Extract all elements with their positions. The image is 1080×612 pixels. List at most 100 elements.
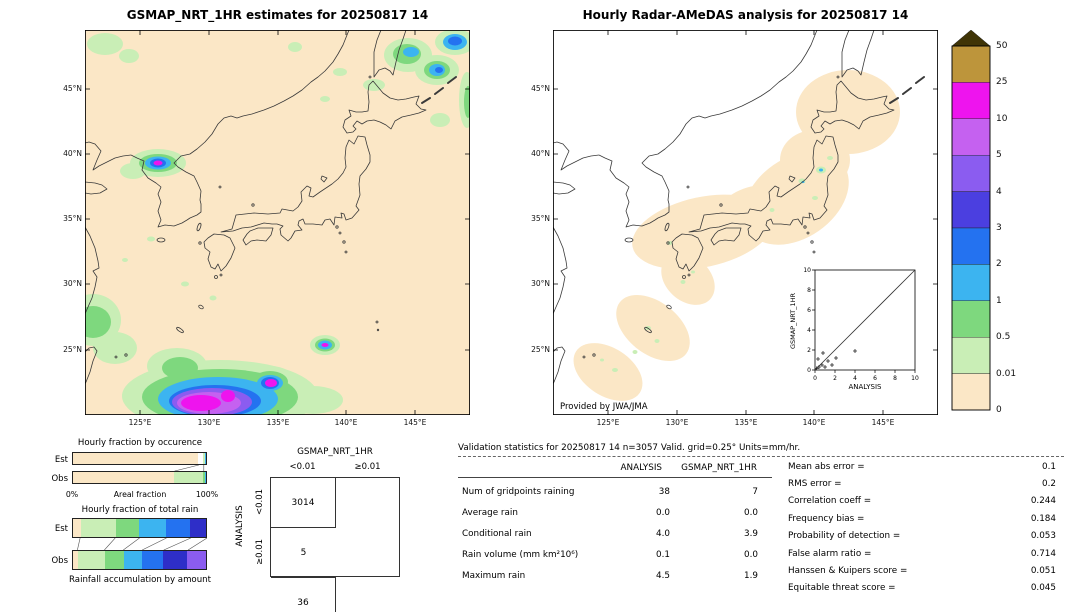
bar-segment	[123, 551, 143, 569]
radar-amedas-map: 0 2 4 6 8 10 0 2 4 6 8 10 GSMAP_NRT_1HR ANALYS…	[553, 30, 938, 415]
svg-text:0: 0	[813, 375, 817, 382]
occurrence-fan-lines	[174, 465, 205, 471]
lon-tick-label: 125°E	[596, 418, 620, 427]
colorbar-label: 25	[996, 77, 1008, 87]
bar-segment	[73, 472, 175, 483]
lon-tick-label: 135°E	[734, 418, 758, 427]
metric-label: Hanssen & Kuipers score =	[788, 566, 908, 577]
inset-ylabel: GSMAP_NRT_1HR	[789, 292, 797, 349]
metric-value: 0.1	[1042, 461, 1056, 472]
metric-label: Mean abs error =	[788, 461, 865, 472]
est-occurrence-bar	[72, 452, 207, 465]
bar-segment	[198, 453, 203, 464]
svg-text:2: 2	[807, 347, 811, 354]
stats-row-label: Rain volume (mm km²10⁶)	[462, 549, 579, 560]
metric-label: RMS error =	[788, 479, 842, 490]
colorbar-label: 10	[996, 114, 1008, 124]
stats-gsmap-value: 0.0	[744, 507, 758, 518]
stats-row: Rain volume (mm km²10⁶) 0.1 0.0	[462, 544, 758, 565]
right-map-title: Hourly Radar-AMeDAS analysis for 2025081…	[582, 8, 909, 22]
bar-segment	[78, 551, 105, 569]
stats-row-label: Conditional rain	[462, 528, 532, 539]
obs-row-label: Obs	[51, 556, 68, 566]
lon-tick-label: 125°E	[128, 418, 152, 427]
metric-row: Probability of detection = 0.053	[788, 528, 1056, 545]
obs-row-label: Obs	[51, 474, 68, 484]
lat-tick-label: 45°N	[63, 84, 82, 93]
credit-text: Provided by JWA/JMA	[560, 402, 648, 412]
bar-segment	[104, 551, 124, 569]
metric-row: Mean abs error = 0.1	[788, 458, 1056, 475]
bar-segment	[166, 519, 191, 537]
metric-row: False alarm ratio = 0.714	[788, 545, 1056, 562]
contingency-cell: 36	[271, 578, 336, 612]
metric-row: Frequency bias = 0.184	[788, 510, 1056, 527]
lat-tick-label: 40°N	[63, 149, 82, 158]
metric-label: Equitable threat score =	[788, 583, 896, 594]
contingency-row-label: <0.01	[255, 488, 265, 516]
lat-tick-label: 35°N	[63, 214, 82, 223]
est-row-label: Est	[54, 455, 68, 465]
metric-value: 0.053	[1030, 531, 1056, 542]
totalrain-chart-caption: Rainfall accumulation by amount	[69, 575, 211, 585]
bar-segment	[80, 519, 116, 537]
inset-xlabel: ANALYSIS	[848, 383, 882, 391]
colorbar-label: 1	[996, 296, 1002, 306]
metric-row: Equitable threat score = 0.045	[788, 580, 1056, 597]
totalrain-chart-title: Hourly fraction of total rain	[81, 505, 199, 515]
colorbar-label: 5	[996, 150, 1002, 160]
analysis-rain-specks	[600, 156, 833, 372]
map-frame	[85, 30, 470, 415]
svg-text:8: 8	[807, 287, 811, 294]
bar-segment	[115, 519, 140, 537]
lon-tick-label: 130°E	[197, 418, 221, 427]
stats-analysis-value: 4.0	[656, 528, 670, 539]
stats-col-gsmap: GSMAP_NRT_1HR	[681, 463, 757, 473]
metric-label: Frequency bias =	[788, 513, 865, 524]
gsmap-estimate-map	[85, 30, 470, 415]
lon-tick-label: 140°E	[334, 418, 358, 427]
lon-tick-label: 130°E	[665, 418, 689, 427]
rain-rate-colorbar	[951, 30, 991, 411]
coastlines	[85, 30, 457, 385]
metric-row: Correlation coeff = 0.244	[788, 493, 1056, 510]
metric-row: RMS error = 0.2	[788, 475, 1056, 492]
est-totalrain-bar	[72, 518, 207, 538]
lat-tick-label: 25°N	[531, 345, 550, 354]
lon-tick-label: 135°E	[266, 418, 290, 427]
contingency-row-label: ≥0.01	[255, 538, 265, 566]
contingency-cell: 5	[271, 528, 336, 578]
stats-header-rule	[458, 477, 772, 478]
stats-gsmap-value: 3.9	[744, 528, 758, 539]
contingency-row-axis: ANALYSIS	[235, 505, 245, 547]
bar-segment	[73, 453, 199, 464]
colorbar-label: 2	[996, 259, 1002, 269]
bar-segment	[190, 519, 206, 537]
obs-totalrain-bar	[72, 550, 207, 570]
svg-text:10: 10	[803, 267, 811, 274]
contingency-header: GSMAP_NRT_1HR	[297, 447, 373, 457]
lat-tick-label: 25°N	[63, 345, 82, 354]
metric-label: False alarm ratio =	[788, 548, 872, 559]
contingency-grid: 3014 5 36 2	[270, 477, 400, 612]
contingency-cell: 3014	[271, 478, 336, 528]
metric-label: Correlation coeff =	[788, 496, 872, 507]
lat-tick-label: 40°N	[531, 149, 550, 158]
stats-row: Average rain 0.0 0.0	[462, 502, 758, 523]
bar-segment	[202, 453, 205, 464]
bar-segment	[163, 551, 188, 569]
stats-row: Conditional rain 4.0 3.9	[462, 523, 758, 544]
stats-analysis-value: 0.0	[656, 507, 670, 518]
bar-segment	[73, 519, 81, 537]
metric-label: Probability of detection =	[788, 531, 901, 542]
lon-tick-label: 145°E	[871, 418, 895, 427]
inset-ytick-labels: 0 2 4 6 8 10	[803, 267, 811, 374]
stats-row: Maximum rain 4.5 1.9	[462, 565, 758, 586]
svg-text:4: 4	[807, 327, 811, 334]
inset-xtick-labels: 0 2 4 6 8 10	[813, 375, 919, 382]
bar-segment	[73, 551, 79, 569]
stats-analysis-value: 38	[658, 486, 670, 497]
inset-diagonal-line	[814, 269, 916, 371]
colorbar-over-arrow	[951, 30, 991, 47]
